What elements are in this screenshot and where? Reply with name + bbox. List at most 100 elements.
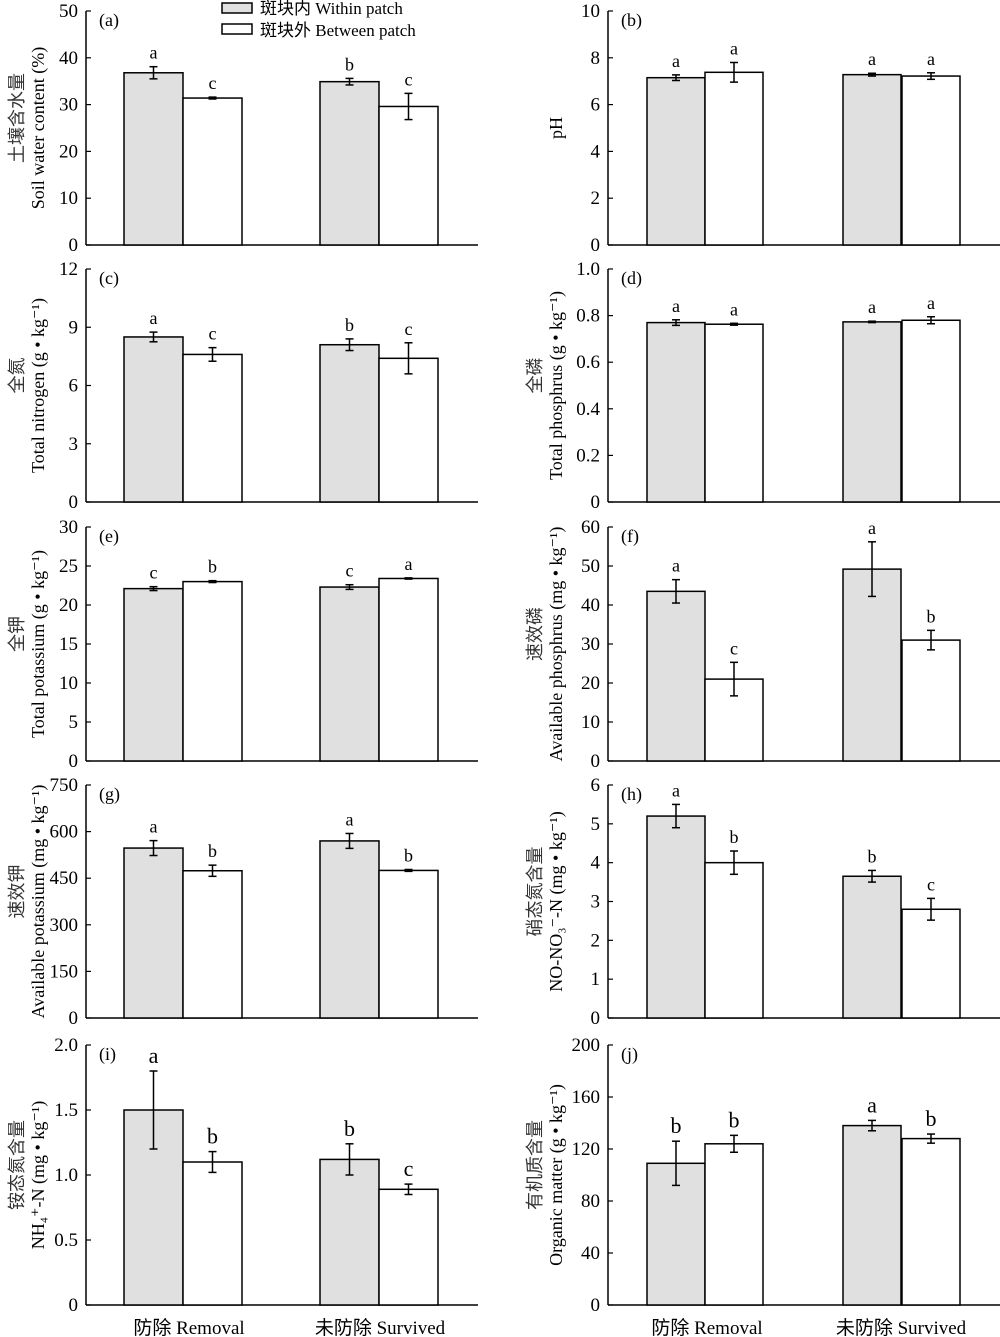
y-tick-label: 0 (591, 492, 601, 513)
bar-within (646, 815, 706, 1019)
legend-label-between: 斑块外 Between patch (260, 21, 416, 40)
y-tick-label: 0 (69, 235, 79, 256)
y-tick-label: 3 (69, 434, 79, 455)
y-tick-label: 10 (581, 1, 600, 22)
y-tick-label: 2.0 (54, 1035, 78, 1056)
significance-letter: b (345, 315, 354, 335)
y-tick-label: 30 (59, 95, 78, 116)
bar-between (704, 1143, 764, 1306)
significance-letter: c (209, 324, 217, 344)
y-tick-label: 0 (69, 1008, 79, 1029)
significance-letter: a (405, 554, 413, 574)
bar-between (378, 577, 439, 762)
bar-between (182, 97, 243, 246)
y-tick-label: 50 (581, 556, 600, 577)
y-axis-title-cn: 速效钾 (7, 865, 27, 919)
bar-between (704, 323, 764, 503)
y-axis-title-en: Total phosphrus (g • kg⁻¹) (546, 291, 567, 480)
y-axis-title-en: Organic matter (g • kg⁻¹) (546, 1084, 567, 1266)
y-axis-title-en: Soil water content (%) (28, 47, 49, 209)
y-tick-label: 80 (581, 1191, 600, 1212)
significance-letter: b (345, 54, 354, 74)
legend-swatch-between (221, 23, 253, 35)
bar-between (901, 639, 961, 762)
bar-between (182, 353, 243, 503)
significance-letter: a (672, 556, 680, 576)
significance-letter: c (346, 561, 354, 581)
y-tick-label: 50 (59, 1, 78, 22)
panel-label: (i) (99, 1044, 116, 1065)
significance-letter: a (150, 817, 158, 837)
y-tick-label: 6 (591, 95, 601, 116)
significance-letter: b (208, 557, 217, 577)
bar-between (378, 357, 439, 503)
panel-h: 0 1 2 3 4 5 6 (h) NO-NO₃⁻-N (mg • kg⁻¹)硝态氮含量 a b b c (525, 775, 1000, 1029)
significance-letter: a (150, 43, 158, 63)
bar-within (842, 321, 902, 503)
y-tick-label: 8 (591, 48, 601, 69)
bar-between (378, 1188, 439, 1306)
bar-between (901, 908, 961, 1019)
y-tick-label: 0 (591, 1295, 601, 1316)
significance-letter: a (149, 1043, 159, 1068)
significance-letter: a (927, 293, 935, 313)
y-tick-label: 750 (50, 775, 79, 796)
y-tick-label: 40 (581, 595, 600, 616)
legend-swatch-within (221, 2, 253, 14)
y-tick-label: 30 (581, 634, 600, 655)
bar-between (378, 105, 439, 246)
y-tick-label: 20 (59, 595, 78, 616)
y-tick-label: 0.4 (576, 399, 600, 420)
y-tick-label: 5 (69, 712, 79, 733)
panel-label: (a) (99, 10, 119, 31)
bar-between (182, 869, 243, 1019)
y-tick-label: 40 (59, 48, 78, 69)
panel-f: 0 10 20 30 40 50 60 (f) Available phosphrus (mg … (525, 517, 1000, 772)
y-tick-label: 0 (69, 492, 79, 513)
bar-between (901, 319, 961, 503)
panel-label: (g) (99, 784, 120, 805)
panel-j: 0 40 80 120 160 200 (j) Organic matter (g • kg⁻… (525, 1035, 1000, 1316)
y-tick-label: 600 (50, 822, 79, 843)
y-tick-label: 40 (581, 1243, 600, 1264)
y-tick-label: 0.5 (54, 1230, 78, 1251)
y-axis-title-cn: 铵态氮含量 (7, 1120, 27, 1210)
x-category-labels: 防除 Removal 未防除 Survived 防除 Removal 未防除 S… (133, 1317, 966, 1337)
panel-i: 0 0.5 1.0 1.5 2.0 (i) NH₄⁺-N (mg • kg⁻¹)铵态氮含量 a… (7, 1035, 478, 1316)
bar-between (182, 580, 243, 762)
bar-between (704, 678, 764, 762)
panel-label: (c) (99, 268, 119, 289)
y-tick-label: 1.0 (54, 1165, 78, 1186)
y-axis-title-cn: 速效磷 (525, 607, 545, 661)
bar-between (901, 75, 961, 246)
significance-letter: c (730, 638, 738, 658)
legend-label-within: 斑块内 Within patch (260, 0, 403, 18)
bar-within (123, 847, 184, 1019)
y-tick-label: 0.2 (576, 445, 600, 466)
panel-b: 0 2 4 6 8 10 (b) pH a a a a (546, 1, 1000, 256)
bar-within (123, 587, 184, 762)
y-tick-label: 6 (69, 376, 79, 397)
bar-between (182, 1161, 243, 1306)
y-axis-title-en: NH₄⁺-N (mg • kg⁻¹) (28, 1101, 49, 1249)
y-tick-label: 450 (50, 868, 79, 889)
significance-letter: b (927, 606, 936, 626)
panel-label: (f) (621, 526, 639, 547)
y-tick-label: 0.6 (576, 352, 600, 373)
x-label-removal-left: 防除 Removal (133, 1317, 244, 1337)
y-tick-label: 10 (59, 673, 78, 694)
significance-letter: b (208, 841, 217, 861)
y-tick-label: 9 (69, 317, 79, 338)
y-tick-label: 20 (581, 673, 600, 694)
y-axis-title-en: Total potassium (g • kg⁻¹) (28, 550, 49, 738)
significance-letter: a (672, 296, 680, 316)
legend: 斑块内 Within patch 斑块外 Between patch (221, 0, 416, 40)
y-tick-label: 160 (572, 1087, 601, 1108)
y-tick-label: 2 (591, 930, 601, 951)
significance-letter: a (672, 780, 680, 800)
y-axis-title-cn: 硝态氮含量 (525, 847, 545, 937)
significance-letter: c (150, 563, 158, 583)
x-label-survived-right: 未防除 Survived (836, 1317, 967, 1337)
